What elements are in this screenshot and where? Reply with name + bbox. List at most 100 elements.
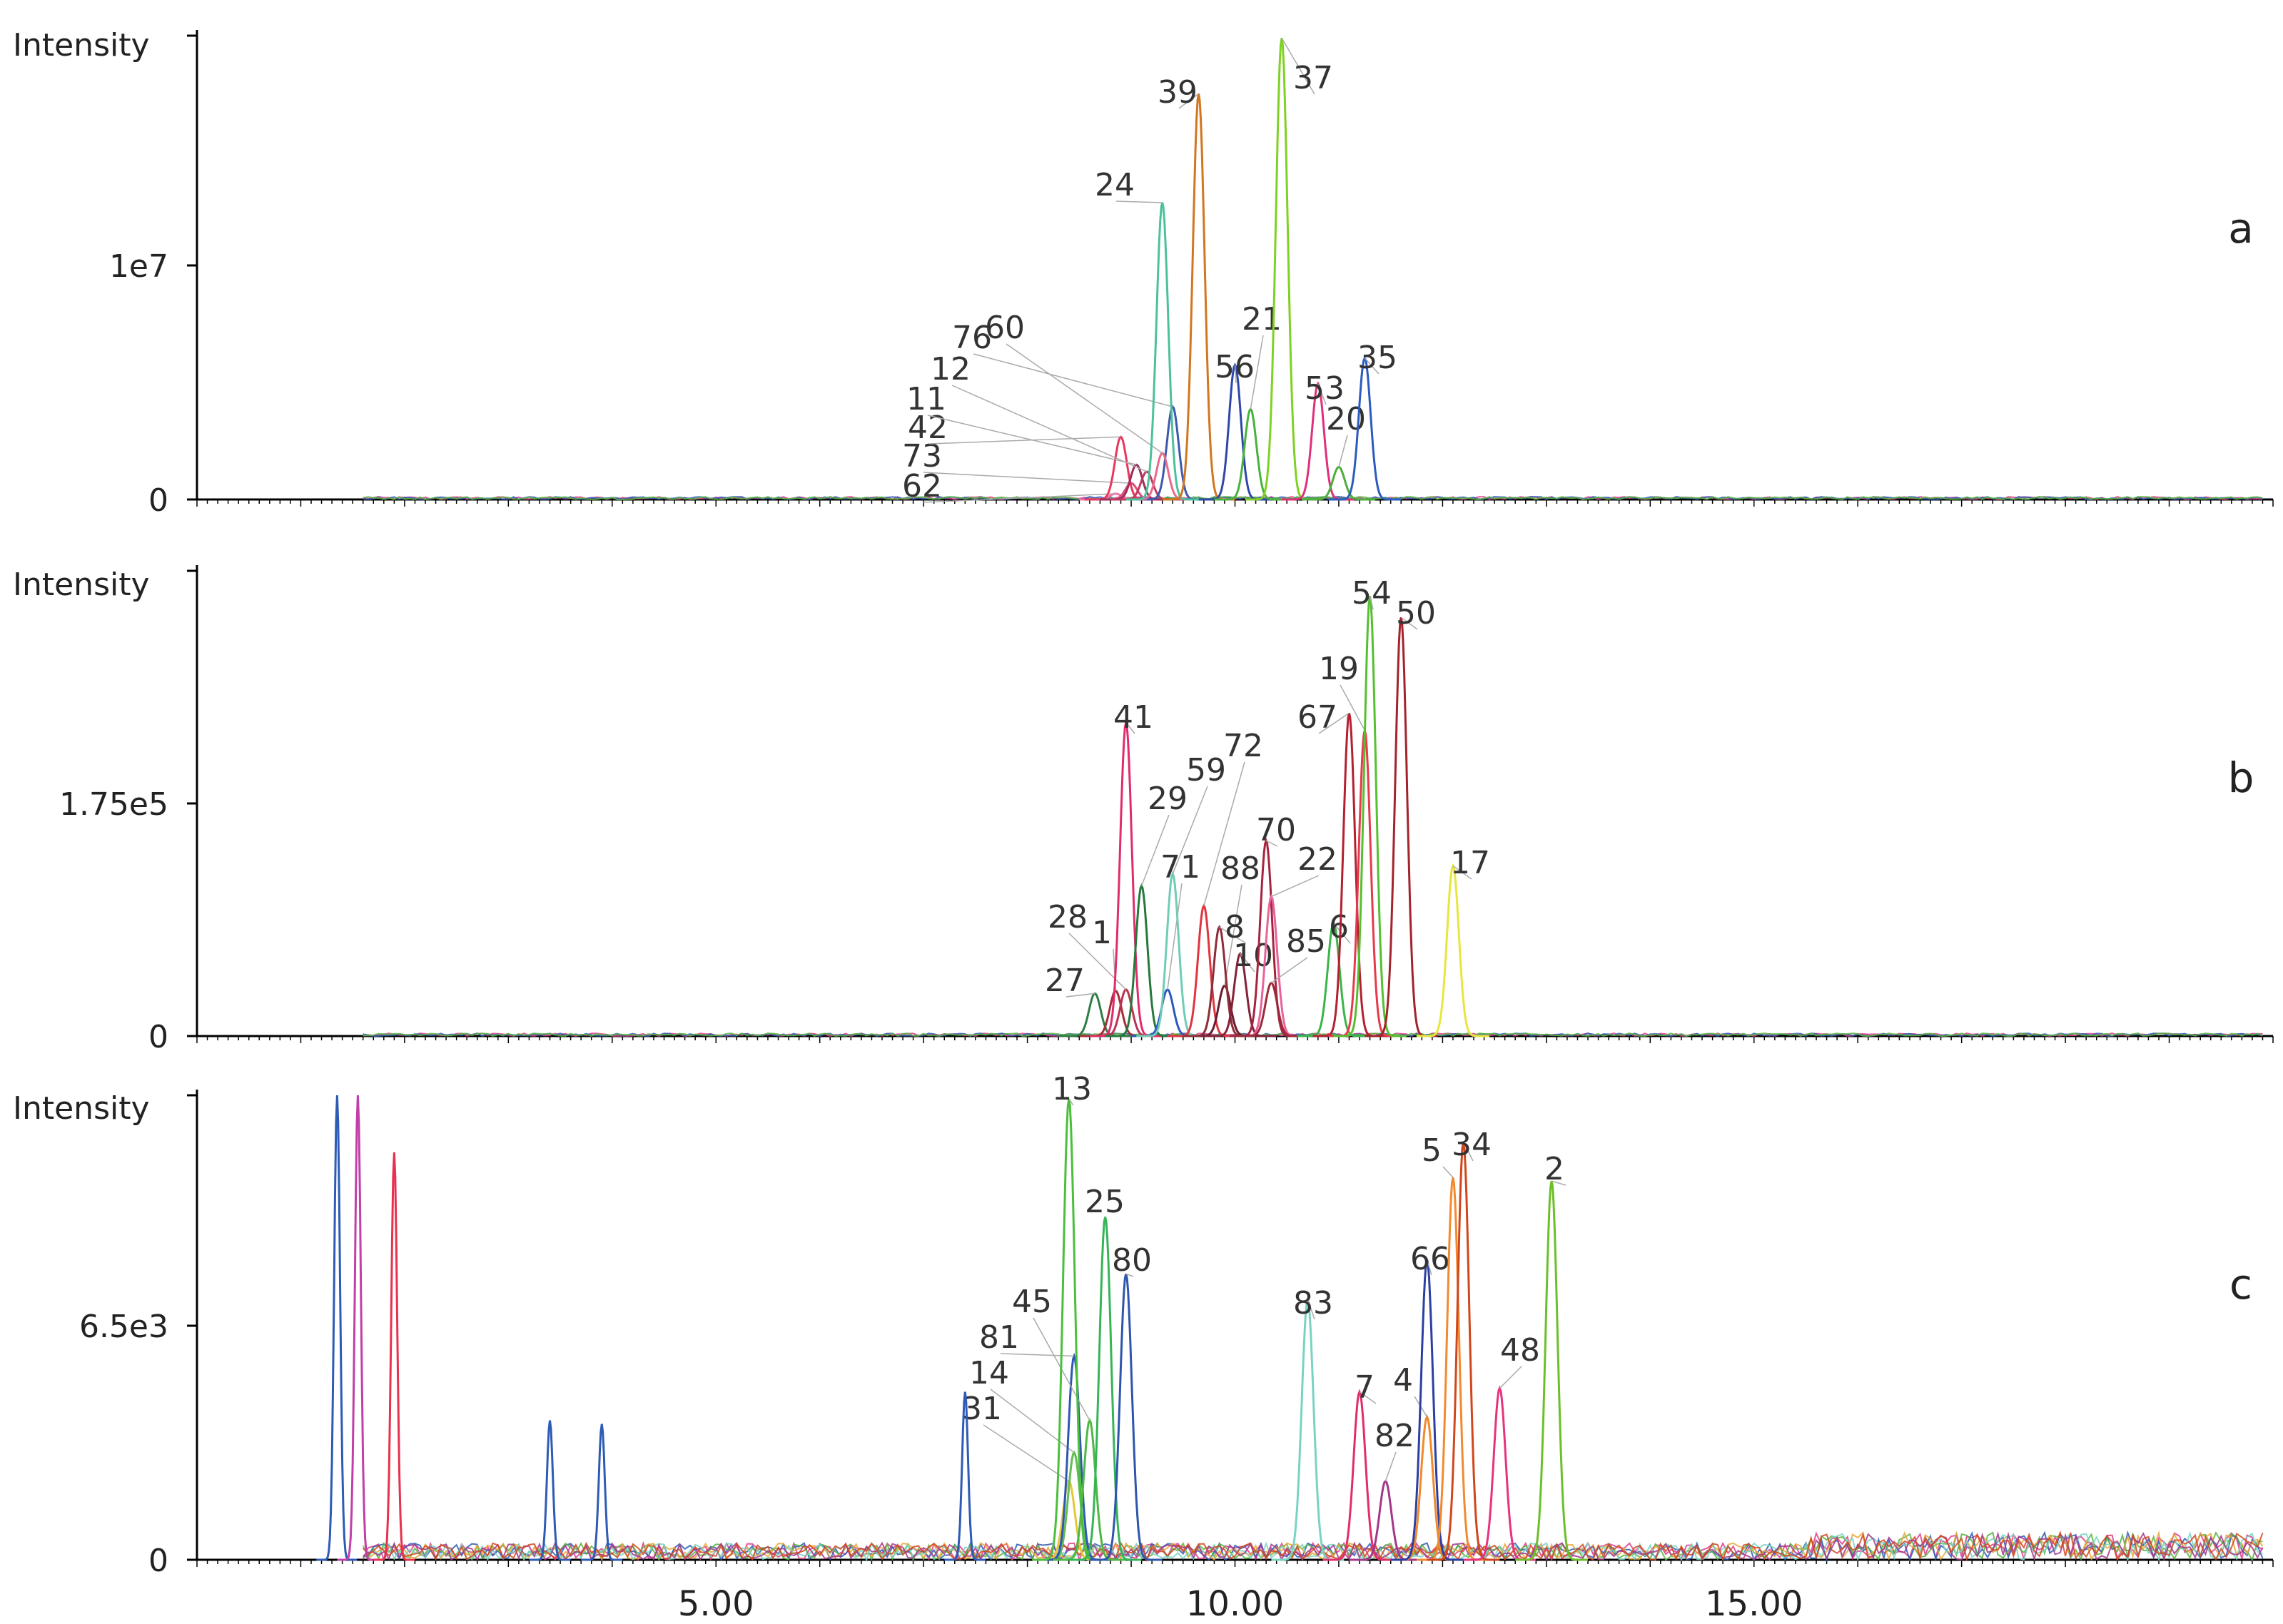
y-axis-label: Intensity <box>13 567 150 603</box>
peak-trace-a-21 <box>1214 407 1287 501</box>
unlabeled-peak-c <box>373 1152 415 1561</box>
y-tick-label-zero: 0 <box>148 1543 168 1579</box>
peak-label-b-88: 88 <box>1220 851 1260 887</box>
peak-trace-b-85 <box>1235 981 1308 1037</box>
peak-leader-b-27 <box>1065 993 1095 998</box>
peak-label-a-12: 12 <box>931 351 971 387</box>
peak-label-a-21: 21 <box>1242 301 1282 338</box>
peak-label-c-66: 66 <box>1410 1241 1450 1277</box>
peak-leader-b-17 <box>1452 865 1472 880</box>
panel-tag-a: a <box>2228 204 2254 253</box>
peak-trace-b-17 <box>1417 863 1489 1037</box>
peak-label-c-2: 2 <box>1544 1151 1564 1187</box>
baseline-trace-c <box>363 1531 2264 1562</box>
peak-leader-b-41 <box>1125 721 1135 734</box>
baseline-trace-a <box>363 496 2263 501</box>
peak-leader-a-11 <box>927 415 1137 465</box>
y-axis-label: Intensity <box>13 1090 150 1127</box>
peak-leader-b-50 <box>1400 616 1418 630</box>
peak-label-a-62: 62 <box>902 468 942 504</box>
x-tick-label: 5.00 <box>678 1584 754 1624</box>
peak-trace-c-5 <box>1417 1177 1489 1561</box>
unlabeled-peak-c <box>529 1420 571 1561</box>
peak-trace-c-2 <box>1515 1180 1588 1561</box>
peak-leader-a-35 <box>1364 357 1380 375</box>
peak-trace-a-20 <box>1302 465 1375 501</box>
x-tick-label: 15.00 <box>1705 1584 1803 1624</box>
peak-leader-c-14 <box>990 1389 1075 1453</box>
peak-label-c-48: 48 <box>1500 1332 1540 1369</box>
peak-leader-b-71 <box>1167 883 1183 990</box>
peak-trace-a-24 <box>1125 202 1199 501</box>
unlabeled-peak-c <box>944 1391 986 1561</box>
peak-label-b-22: 22 <box>1297 841 1337 878</box>
peak-label-b-27: 27 <box>1045 963 1085 999</box>
peak-label-b-85: 85 <box>1286 923 1326 960</box>
peak-label-c-25: 25 <box>1085 1184 1125 1220</box>
panel-a: 01e7Intensitya62734211127660243956213753… <box>13 27 2274 519</box>
peak-label-a-76: 76 <box>952 320 992 356</box>
peak-leader-b-19 <box>1340 684 1365 731</box>
peak-label-a-53: 53 <box>1305 370 1345 407</box>
peak-label-a-11: 11 <box>906 381 946 417</box>
peak-leader-c-80 <box>1125 1273 1134 1277</box>
peak-label-b-41: 41 <box>1113 699 1153 736</box>
peak-leader-a-21 <box>1250 335 1264 410</box>
peak-leader-a-62 <box>923 493 1116 503</box>
peak-leader-c-31 <box>983 1424 1070 1482</box>
unlabeled-peak-c <box>337 1095 378 1561</box>
peak-label-c-5: 5 <box>1422 1132 1442 1169</box>
peak-leader-b-70 <box>1265 840 1278 847</box>
peak-label-b-54: 54 <box>1352 575 1392 611</box>
peak-trace-c-45 <box>1053 1418 1126 1561</box>
peak-leader-b-28 <box>1068 933 1127 990</box>
peak-leader-a-53 <box>1317 383 1327 405</box>
peak-label-c-83: 83 <box>1293 1285 1333 1321</box>
peak-label-c-7: 7 <box>1355 1369 1375 1406</box>
peak-leader-c-34 <box>1462 1141 1474 1162</box>
peak-leader-c-48 <box>1499 1366 1522 1389</box>
peak-label-b-8: 8 <box>1225 909 1245 945</box>
peak-leader-a-56 <box>1234 365 1237 384</box>
y-tick-label-mid: 6.5e3 <box>79 1309 168 1345</box>
peak-leader-a-20 <box>1338 435 1348 467</box>
peak-label-a-56: 56 <box>1215 349 1255 385</box>
y-tick-label-mid: 1.75e5 <box>59 786 168 823</box>
peak-label-b-29: 29 <box>1148 781 1188 817</box>
peak-leader-a-73 <box>923 472 1132 484</box>
peak-label-c-31: 31 <box>962 1391 1002 1427</box>
peak-label-b-10: 10 <box>1233 938 1273 974</box>
panel-b: 01.75e5Intensityb27128412971597288810702… <box>13 565 2274 1055</box>
y-tick-label-zero: 0 <box>148 1019 168 1055</box>
peak-leader-a-24 <box>1115 201 1163 203</box>
peak-leader-a-76 <box>973 353 1173 407</box>
peak-label-c-13: 13 <box>1052 1071 1092 1107</box>
peak-label-b-70: 70 <box>1256 812 1296 848</box>
peak-leader-b-22 <box>1271 875 1320 898</box>
peak-label-b-50: 50 <box>1396 595 1436 631</box>
peak-leader-b-10 <box>1240 953 1255 973</box>
peak-leader-c-82 <box>1385 1451 1397 1482</box>
peak-leader-a-37 <box>1281 37 1315 95</box>
peak-leader-a-39 <box>1178 93 1200 109</box>
peak-leader-b-85 <box>1270 957 1308 984</box>
peak-label-c-14: 14 <box>969 1355 1009 1391</box>
peak-trace-b-29 <box>1105 883 1178 1037</box>
peak-label-a-73: 73 <box>902 438 942 474</box>
peak-trace-c-7 <box>1323 1389 1396 1561</box>
panel-tag-c: c <box>2229 1260 2252 1309</box>
unlabeled-peak-c <box>581 1423 623 1561</box>
peak-label-b-6: 6 <box>1329 909 1349 945</box>
peak-leader-c-25 <box>1105 1216 1107 1219</box>
peak-label-c-80: 80 <box>1112 1242 1152 1279</box>
peak-label-c-34: 34 <box>1452 1127 1492 1163</box>
peak-leader-c-5 <box>1442 1166 1454 1178</box>
peak-label-c-82: 82 <box>1375 1418 1414 1454</box>
peak-label-c-81: 81 <box>979 1319 1019 1356</box>
peak-label-b-17: 17 <box>1450 845 1490 881</box>
peak-leader-b-8 <box>1219 926 1247 944</box>
peak-leader-c-83 <box>1307 1299 1315 1320</box>
peak-leader-c-2 <box>1551 1180 1566 1186</box>
x-tick-label: 10.00 <box>1186 1584 1284 1624</box>
